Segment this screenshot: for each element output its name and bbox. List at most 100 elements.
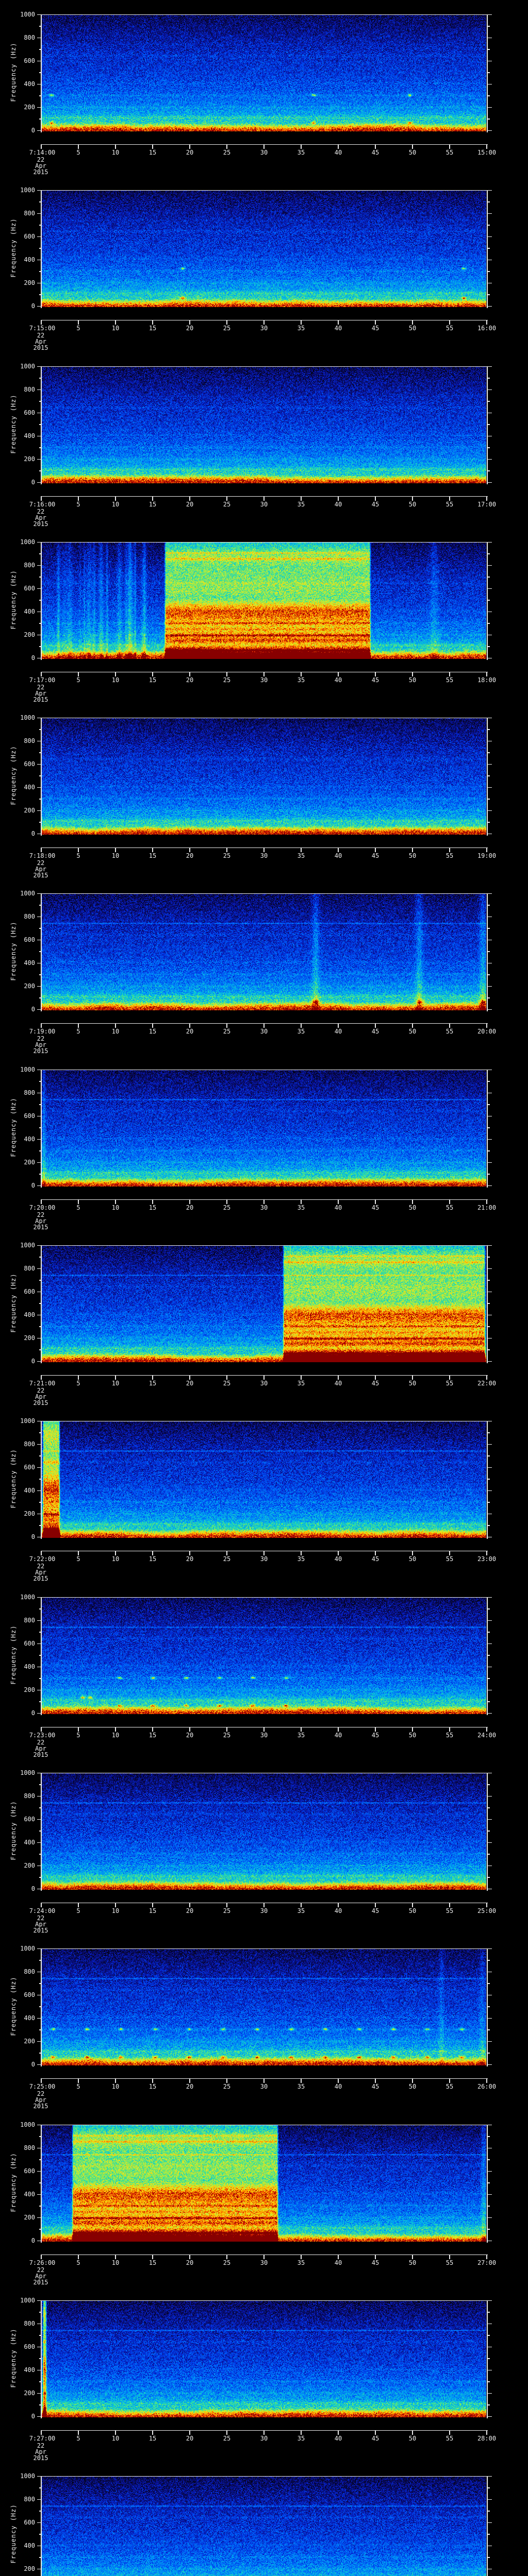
y-tick-minor-right — [487, 95, 490, 96]
x-tick-label: 20 — [186, 1028, 194, 1035]
x-tick — [486, 496, 487, 501]
x-tick-label: 25 — [223, 1555, 231, 1563]
plot-frame-left — [41, 1069, 42, 1188]
y-tick-major-right — [487, 213, 492, 214]
y-tick-label: 600 — [24, 232, 35, 240]
y-tick-major — [37, 810, 41, 811]
x-end-time-label: 26:00 — [477, 2083, 497, 2090]
y-tick-label: 0 — [31, 478, 35, 486]
y-tick-major — [37, 2147, 41, 2149]
y-tick-minor-right — [487, 118, 490, 120]
y-tick-major — [37, 2064, 41, 2065]
x-tick-label: 55 — [446, 852, 454, 859]
y-tick-label: 0 — [31, 1533, 35, 1540]
spectrogram-panel: Frequency (Hz) 1000 800 600 400 200 0 7:25:00 5 1… — [0, 1934, 528, 2110]
x-tick — [226, 1375, 227, 1380]
y-tick-label: 800 — [24, 1089, 35, 1096]
y-tick-major — [37, 282, 41, 284]
y-tick-major — [37, 962, 41, 964]
y-tick-minor-right — [487, 201, 490, 202]
x-tick — [78, 672, 79, 676]
y-tick-major-right — [487, 2217, 492, 2218]
y-tick-major — [37, 14, 41, 15]
x-tick — [41, 672, 42, 676]
y-tick-minor-right — [487, 72, 490, 73]
x-tick — [301, 848, 302, 852]
x-tick — [152, 1727, 153, 1732]
y-tick-major-right — [487, 306, 492, 307]
y-tick-minor — [39, 2381, 41, 2382]
y-tick-minor — [39, 1678, 41, 1679]
x-tick — [78, 496, 79, 501]
y-tick-major-right — [487, 1795, 492, 1797]
x-tick — [375, 496, 376, 501]
spectrogram-panel: Frequency (Hz) 1000 800 600 400 200 0 7:26:00 5 1… — [0, 2110, 528, 2286]
x-tick-label: 50 — [408, 676, 417, 684]
plot-frame-left — [41, 366, 42, 484]
x-tick-label: 40 — [334, 676, 342, 684]
spectrogram-panel: Frequency (Hz) 1000 800 600 400 200 0 7:15:00 5 1… — [0, 176, 528, 351]
y-tick-minor — [39, 1983, 41, 1984]
y-tick-label: 200 — [24, 455, 35, 463]
x-tick-label: 10 — [111, 852, 120, 859]
y-tick-label: 200 — [24, 1861, 35, 1869]
x-tick — [189, 144, 190, 149]
y-tick-major-right — [487, 1139, 492, 1140]
y-tick-minor-right — [487, 1150, 490, 1151]
x-tick — [78, 848, 79, 852]
x-tick — [486, 1727, 487, 1732]
y-tick-major — [37, 1888, 41, 1890]
x-tick — [412, 2430, 413, 2435]
y-tick-minor-right — [487, 1349, 490, 1350]
y-tick-minor-right — [487, 2136, 490, 2137]
y-tick-major — [37, 986, 41, 987]
y-tick-major-right — [487, 1689, 492, 1691]
x-tick-label: 5 — [76, 1555, 80, 1563]
x-tick-label: 5 — [76, 1907, 80, 1914]
x-start-time-label: 7:14:00 — [29, 149, 56, 156]
y-tick-label: 1000 — [20, 1769, 35, 1776]
x-tick — [115, 320, 116, 325]
plot-frame-top — [41, 14, 488, 15]
spectrogram-panel: Frequency (Hz) 1000 800 600 400 200 0 7:21:00 5 1… — [0, 1231, 528, 1406]
y-tick-major — [37, 717, 41, 719]
x-start-time-label: 7:23:00 — [29, 1732, 56, 1739]
spectrogram-panel: Frequency (Hz) 1000 800 600 400 200 0 7:14:00 5 1… — [0, 0, 528, 176]
y-tick-label: 600 — [24, 760, 35, 768]
plot-frame-right — [487, 1069, 488, 1188]
y-tick-label: 400 — [24, 1311, 35, 1318]
x-tick-label: 20 — [186, 2259, 194, 2266]
y-tick-major — [37, 2568, 41, 2570]
x-tick — [486, 2255, 487, 2259]
x-tick — [263, 1199, 265, 1204]
date-line-1: 22 — [37, 332, 45, 339]
y-tick-major-right — [487, 1268, 492, 1269]
x-tick-label: 5 — [76, 1204, 80, 1211]
x-tick — [152, 1375, 153, 1380]
x-tick-label: 45 — [371, 2259, 380, 2266]
x-axis-line — [41, 1550, 488, 1551]
y-tick-major — [37, 2522, 41, 2523]
x-tick-label: 15 — [148, 1028, 157, 1035]
y-tick-major — [37, 435, 41, 437]
x-tick-label: 30 — [260, 1555, 268, 1563]
y-tick-major-right — [487, 1597, 492, 1598]
x-tick — [263, 1903, 265, 1907]
x-tick — [486, 1023, 487, 1028]
x-tick — [152, 672, 153, 676]
plot-frame-top — [41, 366, 488, 367]
x-tick-label: 35 — [297, 1555, 305, 1563]
plot-frame-right — [487, 1420, 488, 1539]
y-tick-minor — [39, 447, 41, 448]
x-start-time-label: 7:26:00 — [29, 2259, 56, 2266]
y-tick-minor — [39, 974, 41, 975]
spectrogram-panel: Frequency (Hz) 1000 800 600 400 200 0 7:20:00 5 1… — [0, 1055, 528, 1231]
y-tick-label: 400 — [24, 2190, 35, 2198]
x-tick-label: 40 — [334, 1555, 342, 1563]
y-tick-major-right — [487, 1069, 492, 1071]
x-tick-label: 35 — [297, 852, 305, 859]
x-tick-label: 20 — [186, 676, 194, 684]
y-tick-major-right — [487, 657, 492, 659]
x-axis-line — [41, 2078, 488, 2079]
x-tick — [263, 1727, 265, 1732]
